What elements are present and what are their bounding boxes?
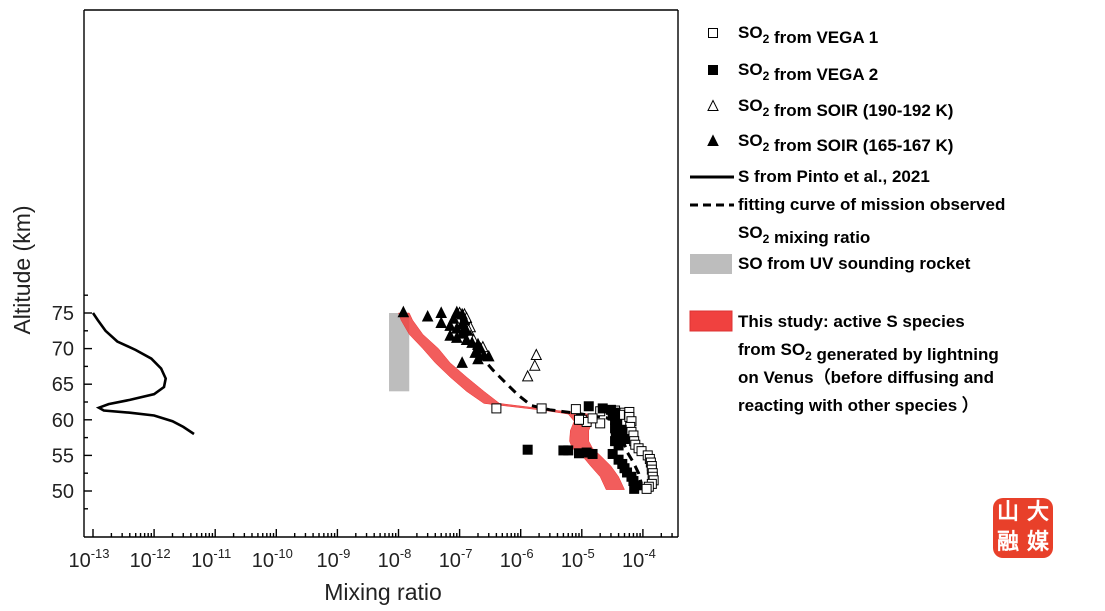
x-axis-label: Mixing ratio — [324, 579, 442, 605]
watermark-logo: 山 大 融 媒 — [993, 498, 1053, 558]
data-point — [629, 483, 640, 494]
legend: SO2 from VEGA 1 SO2 from VEGA 2 SO2 from S… — [689, 23, 1005, 415]
legend-label: reacting with other species ） — [738, 395, 979, 415]
legend-label: SO2 from SOIR (165-167 K) — [738, 131, 953, 155]
axes-layer: 10-13 10-12 10-11 10-10 10-9 10-8 10-7 10-6 10-5… — [52, 9, 679, 572]
data-point — [456, 327, 468, 339]
legend-label: This study: active S species — [738, 312, 965, 331]
x-tick-label: 10-6 — [500, 546, 534, 572]
legend-label: S from Pinto et al., 2021 — [738, 167, 930, 186]
legend-marker-filled-square — [708, 65, 718, 75]
x-tick-label: 10-9 — [316, 546, 350, 572]
x-tick-label: 10-4 — [622, 546, 656, 572]
data-point — [466, 336, 478, 348]
lines-layer — [91, 312, 643, 485]
data-point — [587, 448, 598, 459]
data-point — [460, 333, 473, 346]
data-point — [491, 403, 502, 414]
so-rocket-band — [389, 313, 410, 392]
y-tick-label: 50 — [52, 481, 74, 503]
legend-label: on Venus（before diffusing and — [738, 367, 994, 387]
data-point — [641, 483, 652, 494]
pinto-line — [91, 312, 195, 436]
data-point — [574, 414, 585, 425]
x-tick-label: 10-8 — [378, 546, 412, 572]
watermark-char: 大 — [1026, 500, 1049, 525]
legend-label: fitting curve of mission observed — [738, 195, 1005, 214]
legend-gray-swatch — [690, 254, 732, 274]
data-point — [521, 369, 534, 382]
data-point — [528, 359, 541, 371]
x-tick-label: 10-10 — [252, 546, 293, 572]
data-point — [563, 445, 574, 456]
legend-label: SO from UV sounding rocket — [738, 254, 971, 273]
y-tick-label: 60 — [52, 410, 74, 432]
x-tick-label: 10-7 — [439, 546, 473, 572]
data-point — [583, 401, 594, 412]
this-study-band — [398, 312, 625, 490]
data-point — [450, 331, 463, 343]
data-point — [536, 403, 547, 414]
data-point — [472, 352, 484, 365]
legend-red-swatch — [689, 310, 733, 332]
y-tick-label: 55 — [52, 445, 74, 467]
y-tick-label: 65 — [52, 374, 74, 396]
watermark-char: 山 — [996, 500, 1019, 525]
data-point — [397, 305, 410, 318]
x-tick-label: 10-12 — [130, 546, 171, 572]
data-point — [444, 329, 456, 341]
data-point — [522, 444, 533, 455]
watermark-char: 媒 — [1026, 530, 1049, 555]
points-layer — [397, 305, 659, 494]
data-point — [421, 309, 434, 322]
data-point — [616, 424, 627, 435]
legend-label: SO2 from VEGA 1 — [738, 23, 878, 47]
y-axis-label: Altitude (km) — [9, 205, 35, 334]
data-point — [619, 434, 630, 445]
x-tick-label: 10-13 — [68, 546, 109, 572]
data-point — [587, 413, 598, 424]
legend-label: SO2 mixing ratio — [738, 223, 870, 247]
y-tick-label: 70 — [52, 339, 74, 361]
data-point — [613, 440, 624, 451]
data-point — [530, 348, 543, 361]
data-point — [607, 448, 618, 459]
legend-marker-open-square — [708, 28, 718, 38]
legend-marker-open-triangle — [707, 99, 719, 111]
bands-layer — [389, 312, 625, 490]
data-point — [435, 316, 448, 328]
legend-label: SO2 from VEGA 2 — [738, 60, 878, 84]
data-point — [447, 312, 460, 324]
data-point — [597, 403, 608, 414]
watermark-char: 融 — [996, 530, 1019, 555]
legend-label: SO2 from SOIR (190-192 K) — [738, 96, 953, 120]
x-tick-label: 10-5 — [561, 546, 595, 572]
legend-marker-filled-triangle — [707, 134, 719, 146]
x-tick-label: 10-11 — [191, 546, 231, 572]
data-point — [474, 341, 487, 354]
y-tick-label: 75 — [52, 303, 74, 325]
data-point — [570, 404, 581, 415]
data-point — [435, 306, 448, 318]
data-point — [482, 349, 495, 362]
legend-label: from SO2 generated by lightning — [738, 340, 999, 364]
data-point — [456, 356, 468, 368]
